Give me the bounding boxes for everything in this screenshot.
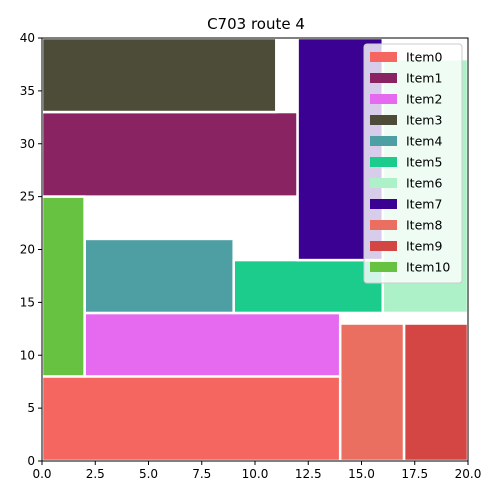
legend-swatch-item6 [370, 178, 397, 188]
bar-item2 [83, 311, 342, 378]
legend: Item0 Item1 Item2 Item3 Item4 Item5 Item6 Item7… [363, 43, 463, 284]
y-tick-label: 40 [20, 31, 35, 45]
legend-label-item9: Item9 [406, 239, 442, 254]
x-tick-label: 17.5 [401, 467, 428, 481]
legend-swatch-item9 [370, 241, 397, 251]
y-tick-label: 20 [20, 243, 35, 257]
y-tick-label: 30 [20, 137, 35, 151]
legend-label-item4: Item4 [406, 134, 442, 149]
x-tick-label: 10.0 [242, 467, 269, 481]
y-tick-label: 10 [20, 348, 35, 362]
x-tick-label: 20.0 [455, 467, 482, 481]
bar-item9 [402, 322, 470, 463]
legend-swatch-item10 [370, 262, 397, 272]
legend-label-item10: Item10 [406, 260, 450, 275]
y-tick-label: 25 [20, 190, 35, 204]
legend-swatch-item5 [370, 157, 397, 167]
bar-item10 [40, 195, 86, 378]
y-tick-label: 35 [20, 84, 35, 98]
y-tick-label: 0 [27, 454, 35, 468]
legend-label-item3: Item3 [406, 113, 442, 128]
legend-label-item0: Item0 [406, 50, 442, 65]
legend-label-item2: Item2 [406, 92, 442, 107]
bar-item8 [338, 322, 406, 463]
axes: 0.0 2.5 5.0 7.5 10.0 12.5 15.0 17.5 20.0 0 5 10 15 20… [20, 31, 482, 481]
x-tick-label: 15.0 [348, 467, 375, 481]
bar-item3 [40, 36, 278, 114]
bar-item4 [83, 237, 235, 315]
legend-swatch-item2 [370, 94, 397, 104]
legend-swatch-item8 [370, 220, 397, 230]
chart-title: C703 route 4 [207, 15, 305, 33]
legend-label-item8: Item8 [406, 218, 442, 233]
y-tick-label: 5 [27, 401, 35, 415]
legend-label-item6: Item6 [406, 176, 442, 191]
bar-item1 [40, 110, 299, 198]
legend-label-item5: Item5 [406, 155, 442, 170]
bar-item0 [40, 375, 342, 463]
legend-label-item1: Item1 [406, 71, 442, 86]
x-tick-label: 5.0 [139, 467, 158, 481]
bar-item5 [232, 258, 385, 315]
legend-swatch-item0 [370, 52, 397, 62]
legend-swatch-item3 [370, 115, 397, 125]
x-tick-label: 0.0 [32, 467, 51, 481]
legend-swatch-item4 [370, 136, 397, 146]
legend-swatch-item7 [370, 199, 397, 209]
x-tick-label: 2.5 [86, 467, 105, 481]
x-tick-label: 12.5 [295, 467, 322, 481]
legend-label-item7: Item7 [406, 197, 442, 212]
legend-swatch-item1 [370, 73, 397, 83]
y-tick-label: 15 [20, 295, 35, 309]
x-tick-label: 7.5 [192, 467, 211, 481]
